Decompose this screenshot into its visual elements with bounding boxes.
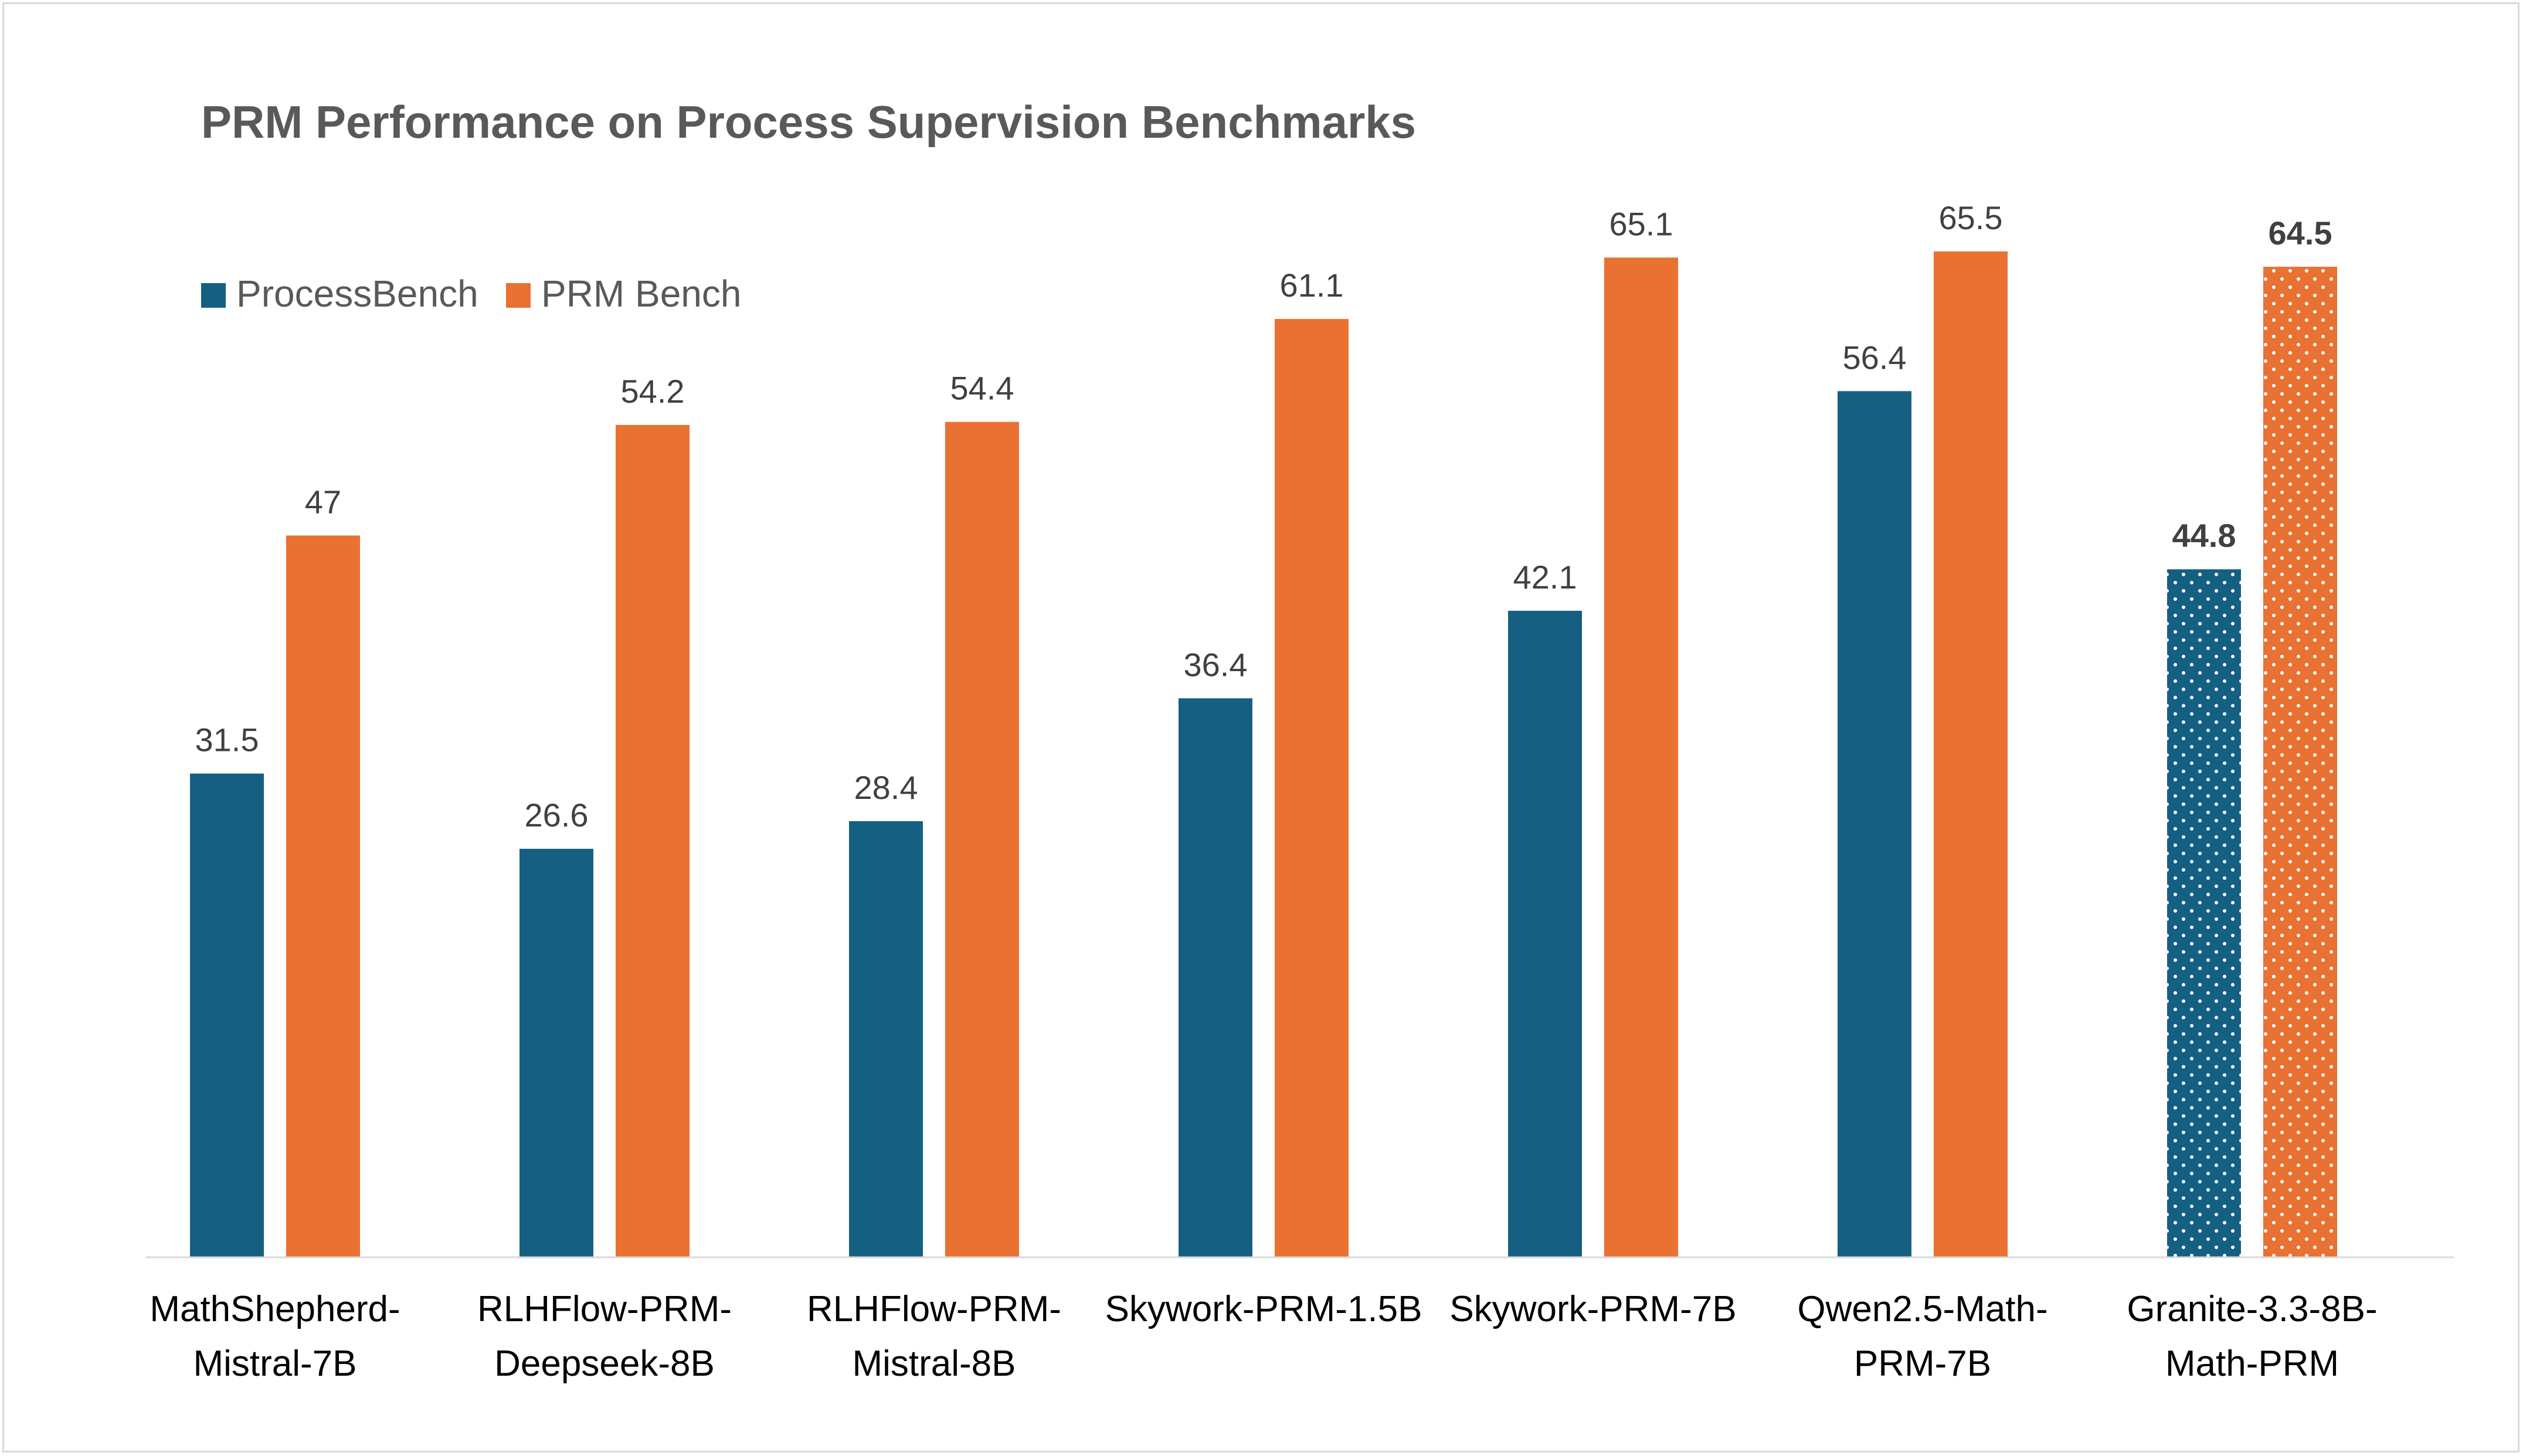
category-label-mathshepherd-mistral-7b-line-2: Mistral-7B	[193, 1343, 356, 1384]
bar-processbench-mathshepherd-mistral-7b	[190, 773, 264, 1257]
value-label-prm-bench-skywork-prm-7b: 65.1	[1609, 205, 1673, 242]
value-label-processbench-skywork-prm-7b: 42.1	[1513, 559, 1577, 596]
value-label-processbench-mathshepherd-mistral-7b: 31.5	[195, 722, 259, 758]
value-label-processbench-qwen2-5-math-prm-7b: 56.4	[1843, 339, 1907, 376]
bar-processbench-skywork-prm-1-5b	[1179, 698, 1252, 1257]
value-label-prm-bench-granite-3-3-8b-math-prm: 64.5	[2269, 215, 2332, 251]
bar-prm-bench-granite-3-3-8b-math-prm	[2263, 267, 2337, 1258]
bar-chart: PRM Performance on Process Supervision B…	[146, 96, 2454, 1384]
category-label-rlhflow-prm-deepseek-8b-line-2: Deepseek-8B	[494, 1343, 715, 1384]
bar-processbench-skywork-prm-7b	[1508, 610, 1582, 1257]
bar-processbench-granite-3-3-8b-math-prm	[2167, 569, 2241, 1257]
category-label-mathshepherd-mistral-7b-line-1: MathShepherd-	[150, 1289, 400, 1329]
category-label-skywork-prm-1-5b-line-1: Skywork-PRM-1.5B	[1105, 1289, 1422, 1329]
category-label-rlhflow-prm-mistral-8b-line-1: RLHFlow-PRM-	[807, 1289, 1061, 1329]
category-labels-layer: MathShepherd- Mistral-7B RLHFlow-PRM- Deeps…	[150, 1289, 2377, 1384]
bar-processbench-rlhflow-prm-deepseek-8b	[519, 849, 593, 1257]
legend-label-prm-bench: PRM Bench	[541, 273, 741, 315]
bar-prm-bench-qwen2-5-math-prm-7b	[1934, 251, 2008, 1257]
value-labels-layer: 31.5 47 26.6 54.2 28.4 54.4 36.4 61.1 42.1 65.1 56…	[195, 199, 2332, 834]
legend-label-processbench: ProcessBench	[236, 273, 478, 315]
bar-prm-bench-skywork-prm-1-5b	[1275, 319, 1349, 1258]
bar-processbench-rlhflow-prm-mistral-8b	[849, 821, 923, 1257]
value-label-processbench-skywork-prm-1-5b: 36.4	[1184, 646, 1248, 683]
value-label-prm-bench-rlhflow-prm-deepseek-8b: 54.2	[621, 373, 685, 410]
bar-prm-bench-skywork-prm-7b	[1604, 257, 1678, 1257]
bar-prm-bench-rlhflow-prm-deepseek-8b	[616, 424, 690, 1258]
category-label-qwen2-5-math-prm-7b-line-2: PRM-7B	[1854, 1343, 1991, 1384]
bars-layer	[190, 251, 2337, 1258]
category-label-granite-3-3-8b-math-prm-line-2: Math-PRM	[2165, 1343, 2339, 1384]
bar-processbench-qwen2-5-math-prm-7b	[1838, 391, 1911, 1257]
legend: ProcessBench PRM Bench	[201, 273, 741, 315]
legend-swatch-processbench	[201, 283, 226, 308]
category-label-rlhflow-prm-deepseek-8b-line-1: RLHFlow-PRM-	[477, 1289, 732, 1329]
value-label-processbench-rlhflow-prm-mistral-8b: 28.4	[854, 769, 918, 806]
chart-title: PRM Performance on Process Supervision B…	[201, 96, 1416, 148]
legend-swatch-prm-bench	[506, 283, 531, 308]
bar-prm-bench-rlhflow-prm-mistral-8b	[945, 421, 1019, 1257]
category-label-skywork-prm-7b-line-1: Skywork-PRM-7B	[1449, 1289, 1736, 1329]
value-label-prm-bench-qwen2-5-math-prm-7b: 65.5	[1939, 199, 2003, 236]
value-label-prm-bench-skywork-prm-1-5b: 61.1	[1280, 267, 1344, 304]
category-label-rlhflow-prm-mistral-8b-line-2: Mistral-8B	[852, 1343, 1016, 1384]
value-label-processbench-rlhflow-prm-deepseek-8b: 26.6	[525, 797, 589, 834]
value-label-prm-bench-rlhflow-prm-mistral-8b: 54.4	[950, 370, 1014, 407]
bar-prm-bench-mathshepherd-mistral-7b	[286, 535, 360, 1257]
value-label-prm-bench-mathshepherd-mistral-7b: 47	[305, 484, 341, 521]
category-label-granite-3-3-8b-math-prm-line-1: Granite-3.3-8B-	[2127, 1289, 2377, 1329]
category-label-qwen2-5-math-prm-7b-line-1: Qwen2.5-Math-	[1797, 1289, 2047, 1329]
value-label-processbench-granite-3-3-8b-math-prm: 44.8	[2172, 517, 2236, 554]
